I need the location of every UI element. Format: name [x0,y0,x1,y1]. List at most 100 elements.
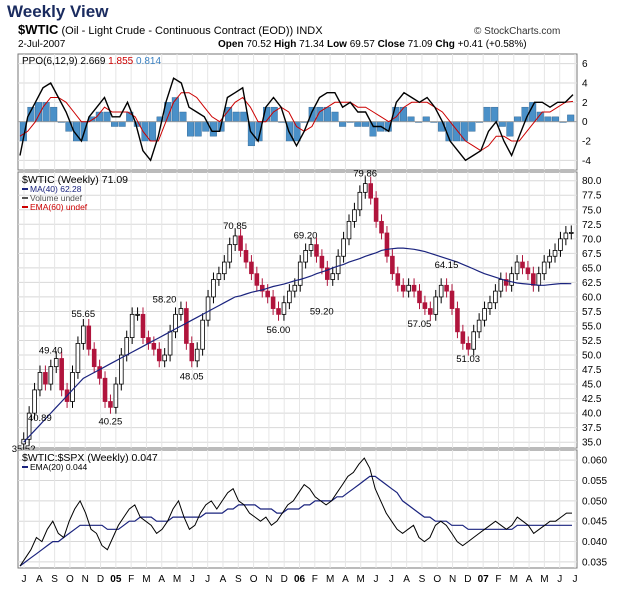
price-candle [75,343,81,373]
page-title: Weekly View [7,2,109,21]
price-candle [362,183,368,193]
x-axis-label: S [419,574,426,585]
ppo-histogram-bar [111,121,119,127]
price-candle [379,220,384,234]
price-tick-label: 57.5 [582,307,602,318]
ppo-histogram-bar [323,106,331,122]
price-candle [211,279,216,298]
price-candle [173,313,178,333]
ratio-tick-label: 0.055 [582,476,607,487]
x-axis-label: A [342,574,349,585]
ppo-histogram-bar [331,111,339,122]
price-candle [433,296,439,315]
price-candle [373,197,379,222]
price-candle [493,290,498,304]
price-candle [406,284,411,292]
price-candle [216,273,222,280]
ppo-histogram-bar [103,111,111,122]
price-tick-label: 50.0 [582,351,602,362]
ppo-histogram-bar [316,106,324,122]
x-axis-label: 07 [478,574,490,585]
ppo-histogram-bar [422,116,430,122]
x-axis-label: F [312,574,318,585]
ppo-line [19,77,574,162]
x-axis-label: O [66,574,74,585]
price-candle [368,183,373,199]
x-axis-label: 06 [294,574,306,585]
price-candle [498,279,504,292]
price-candle [222,261,227,275]
price-tick-label: 72.5 [582,220,602,231]
price-annotation: 49.40 [39,346,63,357]
price-candle [37,372,43,391]
price-candle [53,358,59,368]
price-annotation: 79.86 [353,169,377,180]
price-legend-item: EMA(60) undef [30,202,88,212]
price-candle [243,250,249,263]
price-candle [59,358,64,391]
price-candle [487,302,493,309]
close-value: 71.09 [407,39,433,50]
x-axis-label: N [82,574,89,585]
price-candle [292,284,298,292]
x-axis-label: 05 [110,574,122,585]
price-candle [384,232,390,257]
ppo-histogram-bar [361,121,369,127]
x-axis-label: M [510,574,518,585]
x-axis-label: J [190,574,195,585]
price-candle [70,372,75,402]
x-axis-label: J [205,574,210,585]
price-tick-label: 45.0 [582,380,602,391]
price-annotation: 70.85 [223,221,247,232]
price-candle [314,244,319,257]
ppo-histogram-bar [118,121,126,127]
low-label: Low [326,39,347,50]
price-annotation: 57.05 [407,319,431,330]
price-candle [162,354,167,362]
ppo-tick-label: 0 [582,117,588,128]
price-tick-label: 60.0 [582,292,602,303]
price-candle [297,261,303,286]
price-candle [390,255,395,275]
ppo-histogram-bar [498,121,506,127]
ratio-legend-item: EMA(20) 0.044 [30,462,87,472]
price-tick-label: 75.0 [582,205,602,216]
ppo-histogram-bar [187,121,195,137]
price-candle [341,238,346,257]
price-legend-item: MA(40) 62.28 [30,184,82,194]
ratio-tick-label: 0.060 [582,456,607,467]
ratio-ema-line [19,475,572,567]
price-candle [140,313,146,338]
price-candle [227,244,233,263]
x-axis-label: D [97,574,104,585]
price-candle [455,308,460,333]
ppo-histogram-bar [240,111,248,122]
chart-date: 2-Jul-2007 [18,39,66,50]
price-candle [205,296,211,321]
price-candle [303,250,308,263]
price-candle [400,284,406,292]
price-annotation: 40.25 [98,417,122,428]
price-candle [514,261,520,275]
price-candle [395,273,401,286]
ppo-histogram-bar [179,111,187,122]
ppo-histogram-bar [232,111,240,122]
price-tick-label: 67.5 [582,249,602,260]
x-axis-label: M [357,574,365,585]
x-axis-label: S [51,574,58,585]
x-axis-label: J [557,574,562,585]
x-axis-label: F [128,574,134,585]
price-tick-label: 55.0 [582,321,602,332]
price-tick-label: 47.5 [582,365,602,376]
price-candle [254,273,260,286]
x-axis-label: M [540,574,548,585]
price-candle [525,267,531,275]
price-candle [26,412,32,440]
price-candle [97,366,102,379]
price-tick-label: 62.5 [582,278,602,289]
price-candle [346,220,352,240]
x-axis-label: F [495,574,501,585]
price-annotation: 59.20 [310,307,334,318]
price-candle [135,313,140,316]
price-candle [91,348,97,368]
